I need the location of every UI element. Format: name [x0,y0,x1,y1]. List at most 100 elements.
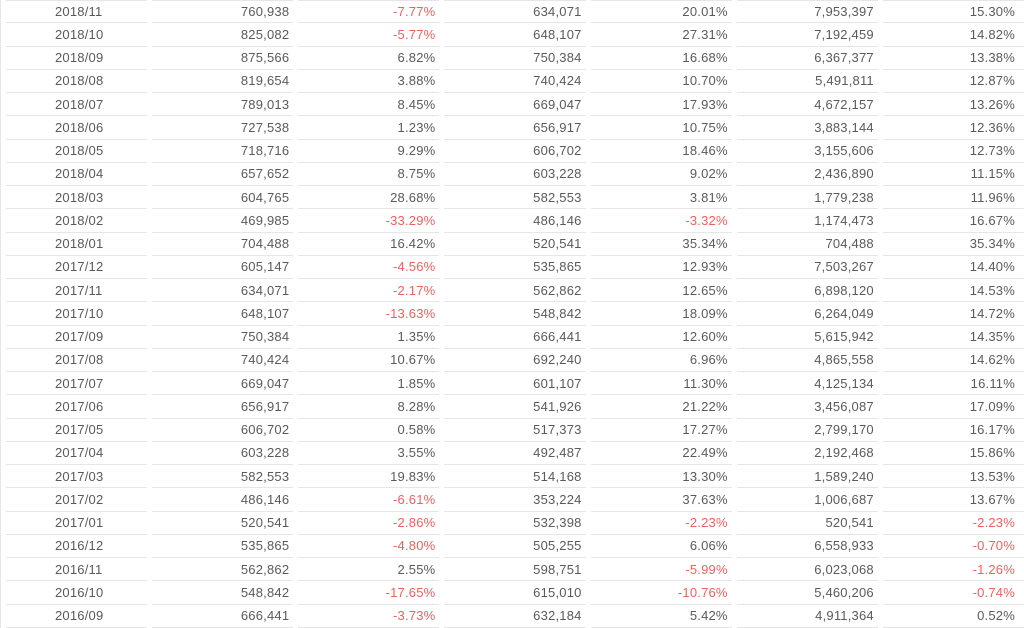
cell-cumulative-value: 704,488 [736,233,878,256]
cell-cumulative-value: 7,953,397 [736,0,878,24]
cell-cumulative-growth-pct: 13.26% [882,93,1024,117]
cell-same-month-prev-year-value: 541,926 [444,395,586,419]
cell-monthly-value: 604,765 [152,186,294,210]
cell-cumulative-value: 7,503,267 [736,256,878,279]
cell-yoy-growth-pct: 20.01% [590,0,732,24]
cell-cumulative-value: 1,006,687 [736,488,878,512]
cell-cumulative-growth-pct: -0.74% [882,581,1024,605]
cell-same-month-prev-year-value: 582,553 [444,186,586,210]
cell-month: 2018/10 [6,23,148,47]
cell-mom-growth-pct: 16.42% [298,233,440,256]
cell-cumulative-value: 2,192,468 [736,442,878,465]
cell-monthly-value: 606,702 [152,419,294,442]
cell-yoy-growth-pct: 10.70% [590,70,732,93]
cell-same-month-prev-year-value: 520,541 [444,233,586,256]
cell-month: 2017/11 [6,279,148,303]
cell-same-month-prev-year-value: 532,398 [444,512,586,535]
cell-month: 2017/05 [6,419,148,442]
cell-monthly-value: 634,071 [152,279,294,303]
cell-mom-growth-pct: -5.77% [298,23,440,47]
cell-yoy-growth-pct: 17.27% [590,419,732,442]
cell-same-month-prev-year-value: 634,071 [444,0,586,24]
cell-cumulative-growth-pct: 0.52% [882,605,1024,628]
cell-mom-growth-pct: 8.28% [298,395,440,419]
cell-mom-growth-pct: -4.80% [298,535,440,558]
cell-cumulative-value: 6,898,120 [736,279,878,303]
cell-same-month-prev-year-value: 632,184 [444,605,586,628]
cell-month: 2018/08 [6,70,148,93]
cell-cumulative-value: 6,558,933 [736,535,878,558]
cell-mom-growth-pct: 19.83% [298,465,440,489]
cell-month: 2017/12 [6,256,148,279]
cell-cumulative-growth-pct: 14.53% [882,279,1024,303]
cell-cumulative-value: 5,460,206 [736,581,878,605]
cell-month: 2016/09 [6,605,148,628]
cell-month: 2017/07 [6,372,148,396]
cell-monthly-value: 486,146 [152,488,294,512]
cell-monthly-value: 819,654 [152,70,294,93]
cell-same-month-prev-year-value: 562,862 [444,279,586,303]
cell-cumulative-value: 2,436,890 [736,163,878,186]
cell-yoy-growth-pct: 17.93% [590,93,732,117]
cell-mom-growth-pct: 6.82% [298,47,440,70]
cell-yoy-growth-pct: 6.06% [590,535,732,558]
cell-cumulative-value: 5,615,942 [736,326,878,349]
cell-yoy-growth-pct: 35.34% [590,233,732,256]
cell-cumulative-growth-pct: 12.87% [882,70,1024,93]
cell-same-month-prev-year-value: 740,424 [444,70,586,93]
cell-mom-growth-pct: 2.55% [298,558,440,582]
cell-monthly-value: 704,488 [152,233,294,256]
cell-yoy-growth-pct: 18.46% [590,140,732,163]
cell-same-month-prev-year-value: 648,107 [444,23,586,47]
cell-mom-growth-pct: -7.77% [298,0,440,24]
cell-monthly-value: 666,441 [152,605,294,628]
cell-cumulative-growth-pct: 14.82% [882,23,1024,47]
cell-cumulative-value: 3,456,087 [736,395,878,419]
cell-month: 2018/02 [6,209,148,233]
cell-yoy-growth-pct: 3.81% [590,186,732,210]
cell-cumulative-growth-pct: 15.86% [882,442,1024,465]
cell-same-month-prev-year-value: 598,751 [444,558,586,582]
cell-cumulative-growth-pct: 14.35% [882,326,1024,349]
cell-yoy-growth-pct: 27.31% [590,23,732,47]
cell-monthly-value: 603,228 [152,442,294,465]
cell-same-month-prev-year-value: 669,047 [444,93,586,117]
cell-mom-growth-pct: 3.55% [298,442,440,465]
cell-monthly-value: 875,566 [152,47,294,70]
cell-monthly-value: 718,716 [152,140,294,163]
cell-yoy-growth-pct: -5.99% [590,558,732,582]
cell-mom-growth-pct: -6.61% [298,488,440,512]
cell-mom-growth-pct: 28.68% [298,186,440,210]
cell-same-month-prev-year-value: 603,228 [444,163,586,186]
cell-month: 2018/09 [6,47,148,70]
cell-mom-growth-pct: 3.88% [298,70,440,93]
cell-same-month-prev-year-value: 750,384 [444,47,586,70]
cell-mom-growth-pct: 1.85% [298,372,440,396]
cell-yoy-growth-pct: 12.60% [590,326,732,349]
cell-cumulative-growth-pct: 35.34% [882,233,1024,256]
cell-cumulative-growth-pct: 12.73% [882,140,1024,163]
cell-same-month-prev-year-value: 601,107 [444,372,586,396]
cell-month: 2016/12 [6,535,148,558]
cell-same-month-prev-year-value: 656,917 [444,116,586,140]
cell-monthly-value: 520,541 [152,512,294,535]
cell-mom-growth-pct: -17.65% [298,581,440,605]
cell-monthly-value: 469,985 [152,209,294,233]
cell-monthly-value: 605,147 [152,256,294,279]
cell-mom-growth-pct: 0.58% [298,419,440,442]
cell-mom-growth-pct: 9.29% [298,140,440,163]
cell-yoy-growth-pct: 16.68% [590,47,732,70]
cell-cumulative-growth-pct: -2.23% [882,512,1024,535]
cell-cumulative-value: 4,672,157 [736,93,878,117]
cell-month: 2016/11 [6,558,148,582]
cell-mom-growth-pct: -13.63% [298,302,440,326]
cell-same-month-prev-year-value: 517,373 [444,419,586,442]
cell-cumulative-value: 2,799,170 [736,419,878,442]
cell-monthly-value: 582,553 [152,465,294,489]
cell-same-month-prev-year-value: 514,168 [444,465,586,489]
cell-month: 2017/01 [6,512,148,535]
cell-yoy-growth-pct: 13.30% [590,465,732,489]
cell-cumulative-value: 4,911,364 [736,605,878,628]
cell-same-month-prev-year-value: 492,487 [444,442,586,465]
cell-yoy-growth-pct: -3.32% [590,209,732,233]
